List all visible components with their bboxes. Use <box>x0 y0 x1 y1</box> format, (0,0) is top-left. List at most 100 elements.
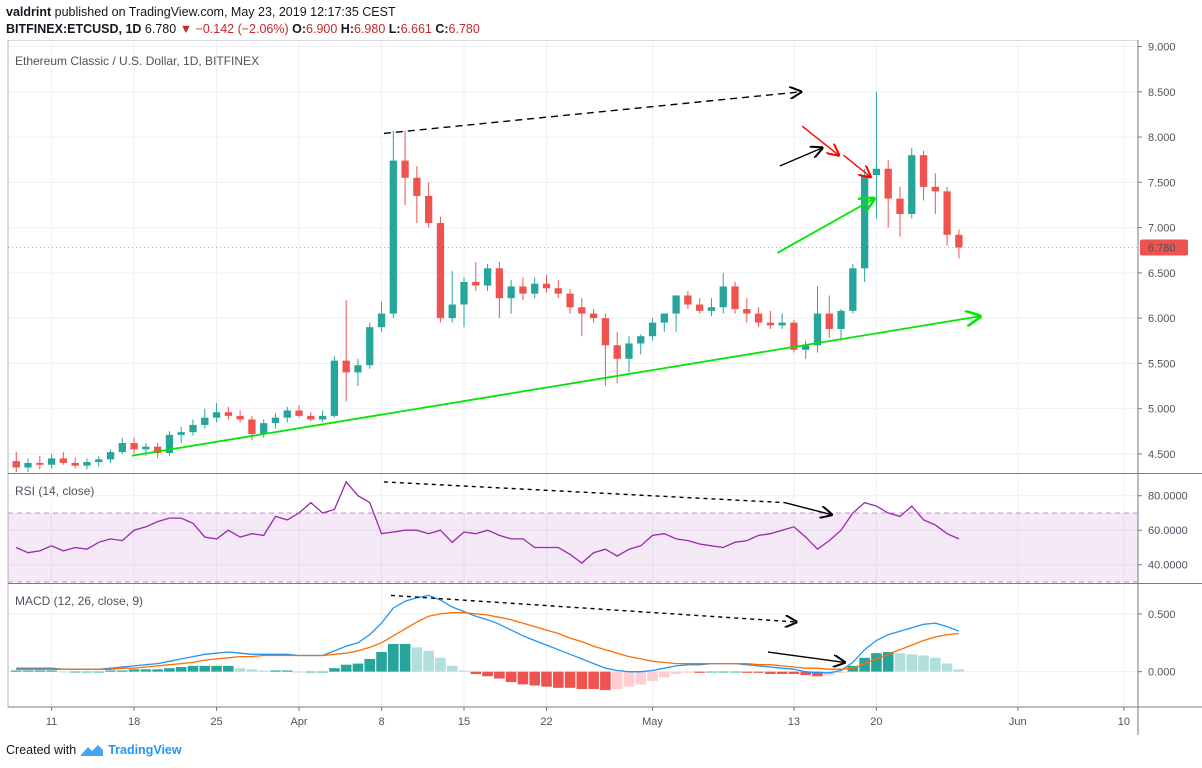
macd-histogram-bar <box>329 668 340 672</box>
price-annotation-arrow <box>779 148 822 167</box>
candle-body <box>613 345 621 359</box>
time-tick-label: Jun <box>1009 716 1027 728</box>
macd-histogram-bar <box>941 663 953 672</box>
macd-histogram-bar <box>765 671 776 674</box>
macd-histogram-bar <box>670 671 682 674</box>
macd-annotation-arrow <box>767 651 845 662</box>
chart-canvas[interactable]: Ethereum Classic / U.S. Dollar, 1D, BITF… <box>0 40 1202 737</box>
candle-body <box>813 313 822 346</box>
macd-histogram-bar <box>223 665 234 672</box>
macd-histogram-bar <box>906 654 918 672</box>
time-tick-label: 13 <box>788 716 800 728</box>
macd-line <box>16 594 960 674</box>
macd-histogram-bar <box>882 652 894 672</box>
macd-histogram-bar <box>800 671 812 676</box>
candle-body <box>790 322 798 350</box>
macd-histogram-bar <box>187 665 199 672</box>
macd-histogram-bar <box>505 671 517 683</box>
price-tick-label: 6.500 <box>1148 268 1176 280</box>
author-name[interactable]: valdrint <box>6 5 52 19</box>
rsi-line <box>15 480 960 564</box>
candle-body <box>12 461 20 468</box>
price-tick-label: 5.000 <box>1148 404 1176 416</box>
candle-body <box>731 286 739 310</box>
macd-histogram-bar <box>388 643 399 672</box>
candle-body <box>495 268 504 299</box>
macd-histogram-bar <box>717 671 729 673</box>
candle-body <box>860 175 869 269</box>
macd-pane-title: MACD (12, 26, close, 9) <box>15 594 143 608</box>
macd-histogram-bar <box>435 657 446 672</box>
candle-body <box>71 462 79 466</box>
macd-histogram-bar <box>211 665 222 672</box>
candle-body <box>47 458 56 465</box>
macd-histogram-bar <box>140 669 152 672</box>
candle-body <box>83 462 91 466</box>
close-label: C: <box>435 22 449 36</box>
macd-histogram-bar <box>46 670 57 672</box>
candle-body <box>330 360 339 416</box>
macd-histogram-bar <box>470 671 482 674</box>
candle-body <box>802 345 810 350</box>
macd-histogram-bar <box>494 671 505 679</box>
macd-histogram-bar <box>234 668 246 672</box>
price-annotation-arrow <box>842 154 870 177</box>
macd-histogram-bar <box>305 671 317 673</box>
candle-body <box>342 360 350 373</box>
chart-frame <box>7 40 1139 708</box>
candle-body <box>931 186 939 192</box>
price-annotation-dashed-arrow <box>383 92 801 135</box>
candle-body <box>837 310 845 329</box>
rsi-annotation-dashed-line <box>383 481 785 504</box>
macd-histogram-bar <box>635 671 647 685</box>
macd-histogram-bar <box>69 671 81 673</box>
macd-histogram-bar <box>152 669 163 672</box>
candle-body <box>24 462 32 468</box>
candle-body <box>754 313 763 323</box>
macd-histogram-bar <box>953 669 965 672</box>
macd-histogram-bar <box>930 657 941 672</box>
rsi-tick-label: 60.0000 <box>1148 525 1188 537</box>
candle-body <box>578 307 586 314</box>
macd-histogram-bar <box>340 664 352 672</box>
candle-body <box>684 295 692 305</box>
candle-body <box>248 419 256 434</box>
time-tick-label: 15 <box>458 716 470 728</box>
macd-histogram-bar <box>93 671 105 673</box>
signal-line <box>16 612 959 670</box>
macd-histogram-bar <box>552 671 564 688</box>
candle-body <box>377 313 386 328</box>
macd-histogram-bar <box>352 663 364 672</box>
macd-histogram-bar <box>482 671 493 677</box>
candle-body <box>236 415 244 420</box>
candle-body <box>648 322 657 337</box>
candle-body <box>448 304 456 319</box>
macd-histogram-bar <box>517 671 529 685</box>
macd-histogram-bar <box>706 671 717 673</box>
time-tick-label: 8 <box>378 716 384 728</box>
publish-line: valdrint published on TradingView.com, M… <box>6 5 396 19</box>
candle-body <box>118 443 126 453</box>
published-text: published on TradingView.com, May 23, 20… <box>54 5 396 19</box>
macd-histogram-bar <box>647 671 658 681</box>
candle-body <box>201 417 209 425</box>
macd-histogram-bar <box>541 671 552 687</box>
macd-histogram-bar <box>564 671 576 688</box>
macd-histogram-bar <box>281 670 293 672</box>
candle-body <box>707 307 716 311</box>
high-value: 6.980 <box>354 22 386 36</box>
price-annotation-arrow <box>801 125 839 155</box>
candle-body <box>295 410 303 416</box>
macd-histogram-bar <box>423 650 434 672</box>
candle-body <box>106 452 115 460</box>
tradingview-brand[interactable]: TradingView <box>108 743 182 757</box>
candle-body <box>908 155 916 214</box>
candle-body <box>425 195 433 224</box>
macd-histogram-bar <box>258 670 269 672</box>
macd-histogram-bar <box>376 652 387 672</box>
price-tick-label: 9.000 <box>1148 42 1176 54</box>
price-change: ▼ −0.142 (−2.06%) <box>179 22 289 36</box>
macd-histogram-bar <box>529 671 541 686</box>
macd-histogram-bar <box>694 671 705 673</box>
macd-histogram-bar <box>682 671 694 673</box>
